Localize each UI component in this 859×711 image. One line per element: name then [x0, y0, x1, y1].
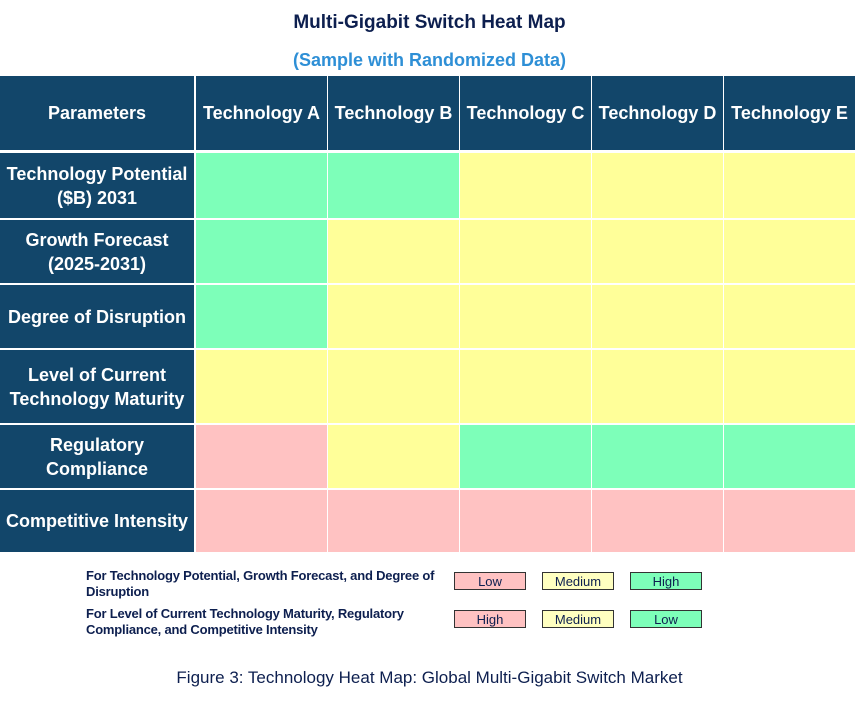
chart-subtitle: (Sample with Randomized Data)	[292, 50, 567, 70]
column-header: Technology C	[460, 76, 591, 150]
heat-cell	[196, 153, 327, 218]
heat-cell	[724, 220, 855, 283]
heat-cell	[328, 350, 459, 423]
row-label: Regulatory Compliance	[0, 425, 194, 488]
legend-box: Medium	[542, 572, 614, 590]
row-label: Competitive Intensity	[0, 490, 194, 552]
header-parameters: Parameters	[0, 76, 194, 150]
heat-cell	[592, 490, 723, 552]
heat-cell	[196, 220, 327, 283]
row-label: Growth Forecast (2025-2031)	[0, 220, 194, 283]
heat-cell	[592, 425, 723, 488]
heat-cell	[460, 490, 591, 552]
legend-box: High	[454, 610, 526, 628]
heat-cell	[724, 285, 855, 348]
heat-cell	[460, 350, 591, 423]
legend-and-caption: For Technology Potential, Growth Forecas…	[0, 568, 859, 688]
heat-cell	[196, 350, 327, 423]
legend-text-2: For Level of Current Technology Maturity…	[86, 606, 404, 637]
heat-cell	[328, 153, 459, 218]
heat-cell	[328, 425, 459, 488]
heat-cell	[460, 285, 591, 348]
heat-cell	[328, 220, 459, 283]
row-label: Level of Current Technology Maturity	[0, 350, 194, 423]
heat-cell	[196, 490, 327, 552]
heat-cell	[724, 350, 855, 423]
legend-box: High	[630, 572, 702, 590]
legend-box: Low	[630, 610, 702, 628]
column-header: Technology A	[196, 76, 327, 150]
heat-cell	[724, 490, 855, 552]
heat-cell	[328, 490, 459, 552]
chart-title: Multi-Gigabit Switch Heat Map	[293, 12, 566, 33]
legend-box: Low	[454, 572, 526, 590]
heat-cell	[460, 220, 591, 283]
legend-box: Medium	[542, 610, 614, 628]
heat-cell	[724, 425, 855, 488]
row-label: Degree of Disruption	[0, 285, 194, 348]
legend-boxes-2: High Medium Low	[454, 606, 718, 628]
figure-caption: Figure 3: Technology Heat Map: Global Mu…	[176, 668, 683, 687]
row-label: Technology Potential ($B) 2031	[0, 153, 194, 218]
legend-boxes-1: Low Medium High	[454, 568, 718, 590]
heat-cell	[460, 425, 591, 488]
heat-cell	[724, 153, 855, 218]
heat-cell	[592, 220, 723, 283]
heat-cell	[460, 153, 591, 218]
heat-cell	[592, 350, 723, 423]
heat-cell	[196, 285, 327, 348]
heat-cell	[592, 153, 723, 218]
legend-row-1: For Technology Potential, Growth Forecas…	[86, 568, 859, 600]
heat-cell	[196, 425, 327, 488]
legend-row-2: For Level of Current Technology Maturity…	[86, 606, 859, 638]
column-header: Technology B	[328, 76, 459, 150]
heat-cell	[328, 285, 459, 348]
heat-cell	[592, 285, 723, 348]
legend-text-1: For Technology Potential, Growth Forecas…	[86, 568, 435, 599]
column-header: Technology D	[592, 76, 723, 150]
column-header: Technology E	[724, 76, 855, 150]
